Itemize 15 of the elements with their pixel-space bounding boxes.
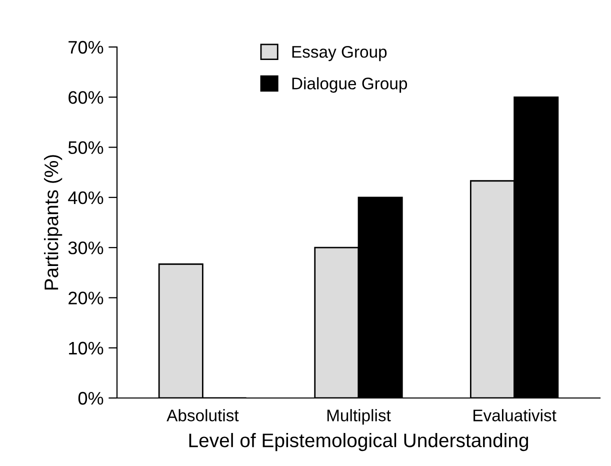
x-tick-label: Multiplist: [327, 409, 391, 425]
legend-label: Dialogue Group: [292, 77, 408, 93]
y-axis-title: Participants (%): [44, 155, 62, 290]
y-tick-label: 30%: [68, 242, 104, 254]
x-tick-label: Absolutist: [166, 409, 239, 422]
legend-label: Essay Group: [292, 46, 387, 62]
x-tick-label: Evaluativist: [474, 409, 556, 422]
y-tick-label: 40%: [68, 191, 104, 204]
y-tick-label: 20%: [68, 292, 104, 304]
x-axis-title: Level of Epistemological Understanding: [189, 432, 528, 452]
y-tick-label: 60%: [68, 91, 104, 104]
y-tick-label: 50%: [68, 141, 104, 154]
y-tick-label: 70%: [68, 40, 104, 54]
y-tick-label: 0%: [78, 392, 104, 405]
y-tick-label: 10%: [69, 342, 104, 355]
